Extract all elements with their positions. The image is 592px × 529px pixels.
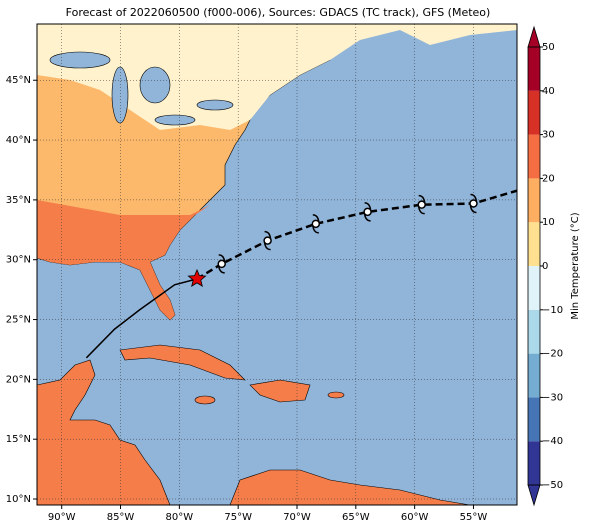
current-position xyxy=(187,268,207,287)
x-tick-label: 70°W xyxy=(283,512,311,523)
storm-arm xyxy=(263,242,271,251)
colorbar-tick-label: 20 xyxy=(542,173,555,184)
central-america xyxy=(37,359,171,505)
x-tick-label: 55°W xyxy=(460,512,488,523)
y-tick-label: 20°N xyxy=(6,374,31,385)
lake xyxy=(196,99,234,111)
storm-arm xyxy=(470,193,478,202)
hispaniola xyxy=(249,379,311,403)
storm-symbol xyxy=(263,230,272,251)
colorbar-segment xyxy=(528,309,540,354)
colorbar-segment xyxy=(528,178,540,223)
colorbar-segment xyxy=(528,134,540,179)
colorbar-tick-label: 30 xyxy=(542,130,555,141)
colorbar-segment xyxy=(528,47,540,91)
map-title: Forecast of 2022060500 (f000-006), Sourc… xyxy=(66,6,491,19)
storm-arm xyxy=(363,213,371,222)
warm-land xyxy=(37,200,210,320)
x-tick-label: 80°W xyxy=(166,512,194,523)
storm-symbol xyxy=(311,214,321,234)
colorbar-extend xyxy=(527,484,541,507)
colorbar-tick-label: −20 xyxy=(542,349,563,360)
storm-arm xyxy=(312,214,320,222)
y-tick-label: 35°N xyxy=(6,195,31,206)
south-america xyxy=(229,469,471,505)
lake xyxy=(49,51,111,69)
x-tick-label: 90°W xyxy=(48,512,76,523)
y-tick-label: 10°N xyxy=(6,494,31,505)
cool-land xyxy=(37,24,517,130)
colorbar-tick-label: 10 xyxy=(542,217,555,228)
colorbar-tick-label: −50 xyxy=(542,480,563,491)
colorbar-segment xyxy=(528,397,540,442)
y-tick-label: 25°N xyxy=(6,315,31,326)
storm-eye xyxy=(311,219,321,229)
lake xyxy=(139,66,171,104)
colorbar-extend xyxy=(527,25,541,48)
lake xyxy=(111,66,129,124)
storm-arm xyxy=(417,206,425,215)
storm-symbol xyxy=(469,193,478,214)
storm-arm xyxy=(264,230,272,239)
jamaica xyxy=(194,395,216,405)
storm-symbol xyxy=(363,202,372,222)
x-tick-label: 60°W xyxy=(401,512,429,523)
colorbar-segment xyxy=(528,441,540,485)
colorbar-segment xyxy=(528,266,540,310)
storm-arm xyxy=(469,205,477,214)
storm-arm xyxy=(418,194,426,203)
storm-arm xyxy=(217,265,225,274)
colorbar-tick-label: 0 xyxy=(542,261,548,272)
land xyxy=(37,24,517,505)
y-tick-label: 45°N xyxy=(6,75,31,86)
observed-track xyxy=(85,278,198,359)
colorbar-tick-label: −30 xyxy=(542,392,563,403)
storm-eye xyxy=(417,200,426,209)
storm-eye xyxy=(217,259,226,269)
storm-eye xyxy=(469,199,478,208)
cuba xyxy=(119,344,246,381)
colorbar-segment xyxy=(528,222,540,266)
x-tick-label: 85°W xyxy=(107,512,135,523)
map-frame xyxy=(36,23,518,506)
forecast-track xyxy=(196,189,517,280)
colorbar-tick-label: 40 xyxy=(542,86,555,97)
lake xyxy=(154,114,196,126)
colorbar-label: Min Temperature (°C) xyxy=(570,212,581,319)
storm-eye xyxy=(263,236,272,245)
colorbar-tick-label: −40 xyxy=(542,436,563,447)
storm-symbol xyxy=(217,254,226,274)
colorbar-segment xyxy=(528,353,540,398)
x-tick-label: 65°W xyxy=(342,512,370,523)
storm-arm xyxy=(364,202,372,210)
storm-symbol xyxy=(417,194,426,215)
storm-eye xyxy=(363,207,372,217)
y-tick-label: 15°N xyxy=(6,434,31,445)
y-tick-label: 40°N xyxy=(6,135,31,146)
colorbar-tick-label: −10 xyxy=(542,305,563,316)
storm-arm xyxy=(218,254,226,263)
storm-arm xyxy=(312,225,319,234)
puerto-rico xyxy=(327,391,345,399)
colorbar-tick-label: 50 xyxy=(542,42,555,53)
colorbar-segment xyxy=(528,90,540,135)
y-tick-label: 30°N xyxy=(6,255,31,266)
x-tick-label: 75°W xyxy=(224,512,252,523)
